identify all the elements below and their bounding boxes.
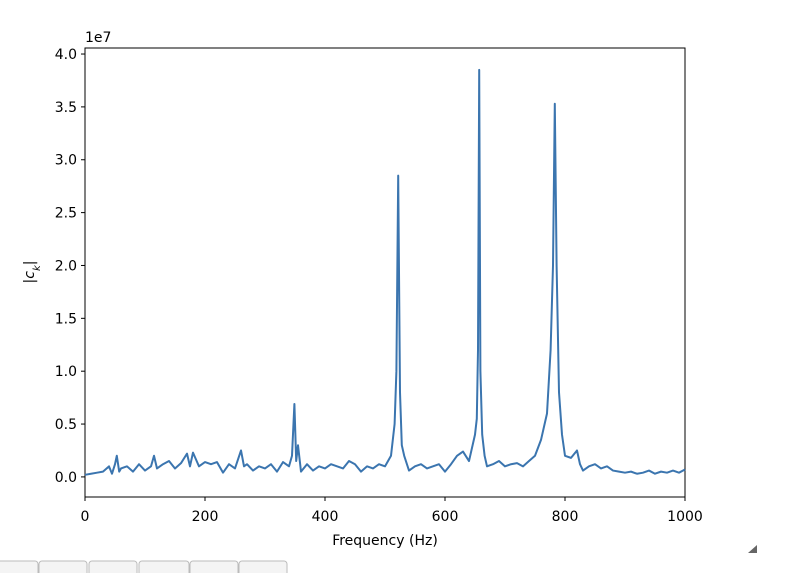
y-axis-label-part: k [32, 264, 43, 271]
y-tick-label: 1.5 [55, 311, 77, 327]
x-tick-label: 1000 [667, 509, 703, 525]
y-axis-label: |ck| [22, 261, 43, 284]
y-tick-label: 3.0 [55, 153, 77, 169]
y-axis-label-part: |c [22, 271, 38, 284]
x-tick-label: 600 [432, 509, 459, 525]
x-tick-label: 0 [81, 509, 90, 525]
x-axis-label: Frequency (Hz) [332, 533, 438, 549]
y-tick-label: 2.5 [55, 206, 77, 222]
axes-frame [84, 47, 686, 498]
toolbar-button[interactable] [38, 560, 88, 573]
x-tick-label: 800 [552, 509, 579, 525]
offset-text: 1e7 [85, 30, 111, 46]
toolbar-button[interactable] [138, 560, 190, 573]
x-tick-label: 400 [312, 509, 339, 525]
toolbar-button[interactable] [88, 560, 138, 573]
y-tick-label: 3.5 [55, 100, 77, 116]
y-axis-label-part: | [22, 261, 38, 266]
toolbar-button[interactable] [238, 560, 288, 573]
y-tick-label: 1.0 [55, 364, 77, 380]
y-tick-label: 0.0 [55, 470, 77, 486]
y-tick-label: 4.0 [55, 47, 77, 63]
y-tick-label: 2.0 [55, 258, 77, 274]
y-tick-label: 0.5 [55, 417, 77, 433]
toolbar-button[interactable] [189, 560, 239, 573]
x-tick-label: 200 [192, 509, 219, 525]
resize-grip[interactable] [748, 545, 757, 553]
toolbar-button[interactable] [0, 560, 39, 573]
spectrum-line [84, 68, 686, 476]
toolbar [0, 560, 288, 573]
